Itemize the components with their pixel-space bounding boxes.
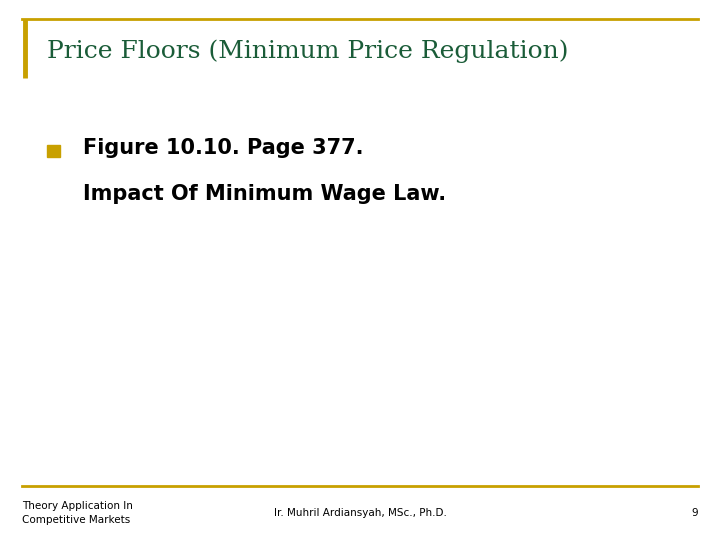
Text: Impact Of Minimum Wage Law.: Impact Of Minimum Wage Law. xyxy=(83,184,446,205)
Text: Ir. Muhril Ardiansyah, MSc., Ph.D.: Ir. Muhril Ardiansyah, MSc., Ph.D. xyxy=(274,508,446,518)
Bar xyxy=(47,145,60,157)
Text: Theory Application In
Competitive Markets: Theory Application In Competitive Market… xyxy=(22,502,132,524)
Text: 9: 9 xyxy=(692,508,698,518)
Text: Price Floors (Minimum Price Regulation): Price Floors (Minimum Price Regulation) xyxy=(47,39,568,63)
Text: Figure 10.10. Page 377.: Figure 10.10. Page 377. xyxy=(83,138,364,159)
